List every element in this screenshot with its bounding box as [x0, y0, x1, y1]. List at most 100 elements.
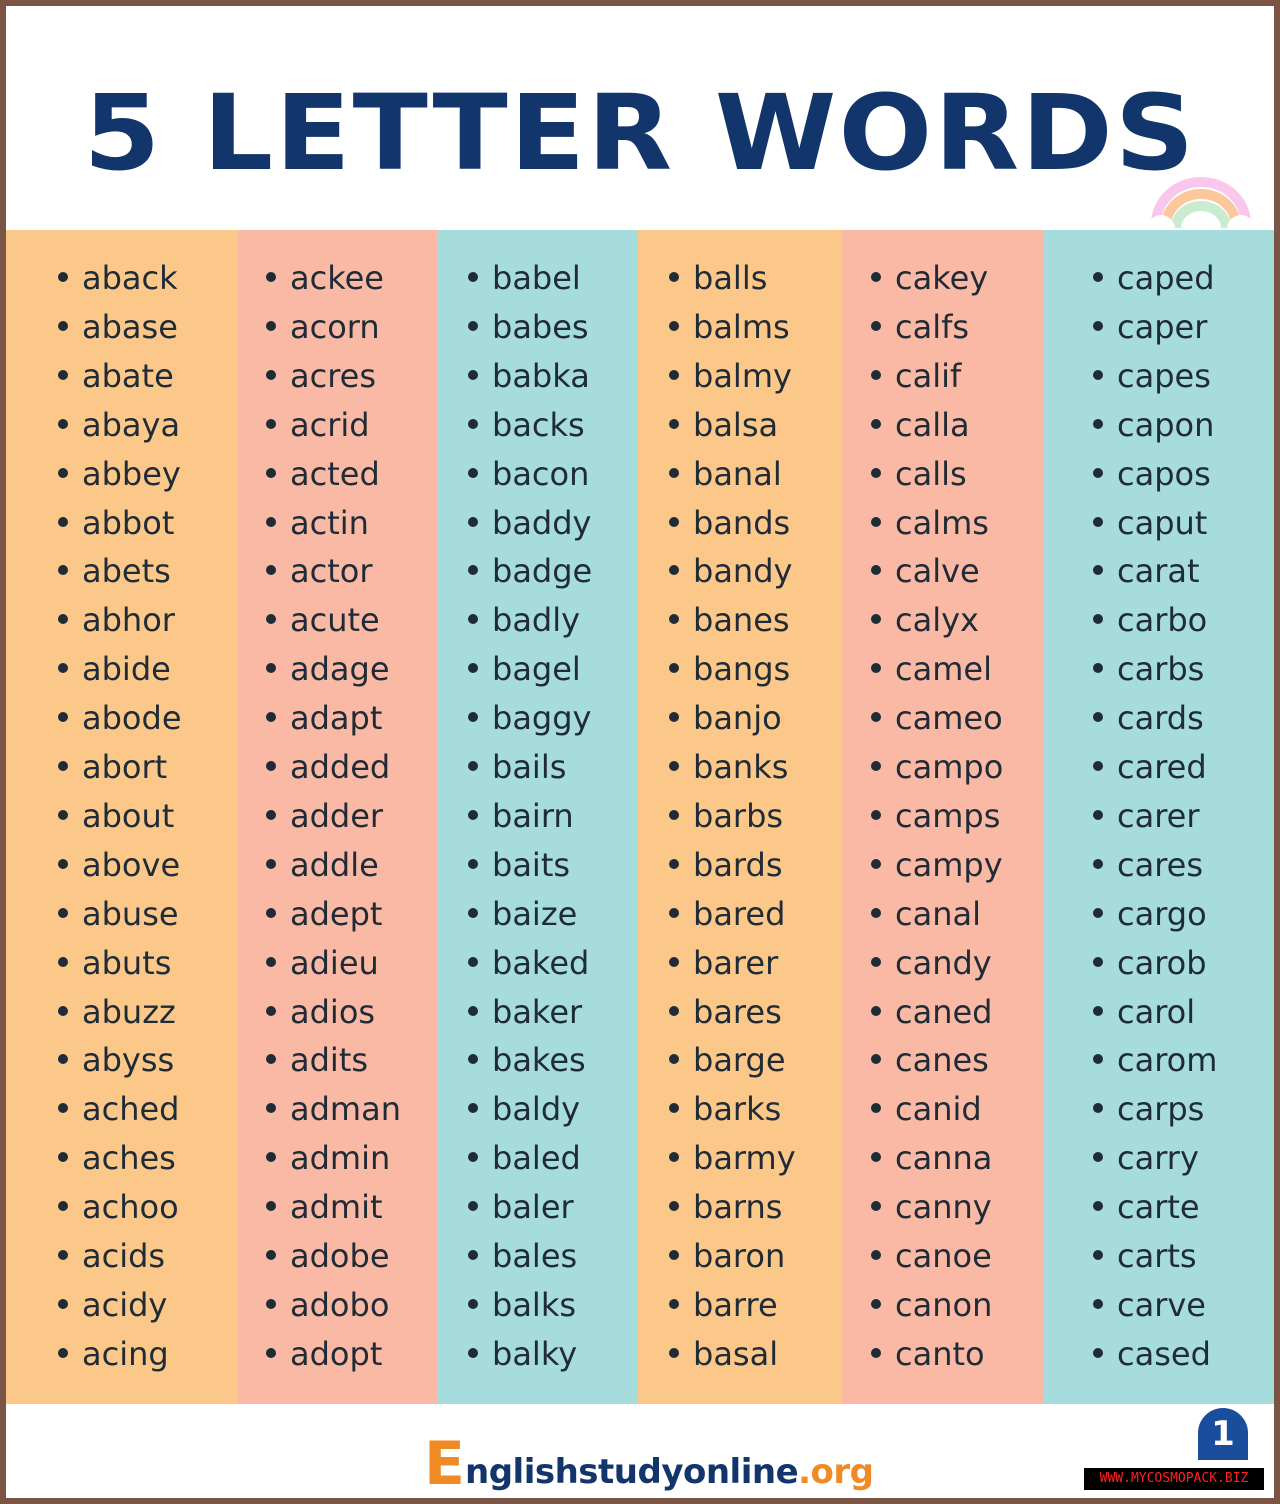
word-text: banes — [693, 601, 790, 640]
word-text: babel — [492, 259, 581, 297]
word-text: bails — [492, 748, 567, 786]
list-item: banal — [669, 454, 782, 494]
word-text: acorn — [290, 307, 380, 346]
bullet-icon — [871, 956, 881, 967]
list-item: canon — [871, 1285, 992, 1325]
list-item: caper — [1093, 307, 1207, 347]
list-item: carps — [1093, 1089, 1204, 1129]
bullet-icon — [468, 1103, 478, 1114]
word-text: bards — [693, 845, 783, 884]
list-item: about — [58, 796, 174, 836]
bullet-icon — [58, 272, 68, 282]
list-item: babes — [468, 307, 589, 347]
word-text: bared — [693, 894, 786, 933]
site-logo[interactable]: E nglishstudyonline.org — [424, 1424, 874, 1494]
bullet-icon — [669, 1298, 679, 1309]
list-item: balmy — [669, 356, 792, 396]
bullet-icon — [266, 712, 276, 723]
bullet-icon — [468, 467, 478, 478]
list-item: adits — [266, 1040, 368, 1080]
list-item: adobo — [266, 1285, 389, 1325]
word-text: acidy — [82, 1285, 168, 1324]
bullet-icon — [266, 516, 276, 527]
bullet-icon — [871, 1005, 881, 1016]
logo-tld: .org — [798, 1452, 874, 1492]
bullet-icon — [1093, 907, 1103, 918]
word-text: camps — [895, 796, 1001, 835]
word-text: canal — [895, 894, 981, 933]
list-item: baled — [468, 1138, 581, 1178]
poster: 5 LETTER WORDS aback abase abate abaya abbey… — [6, 6, 1274, 1498]
bullet-icon — [266, 761, 276, 771]
list-item: acorn — [266, 307, 380, 347]
bullet-icon — [58, 614, 68, 625]
word-text: campy — [895, 845, 1003, 884]
bullet-icon — [468, 809, 478, 820]
list-item: abets — [58, 551, 171, 591]
word-text: carer — [1117, 796, 1200, 835]
list-item: ackee — [266, 258, 384, 298]
bullet-icon — [871, 272, 881, 282]
word-text: babes — [492, 307, 589, 346]
bullet-icon — [669, 467, 679, 478]
bullet-icon — [871, 369, 881, 380]
list-item: bails — [468, 747, 566, 787]
list-item: baron — [669, 1236, 785, 1276]
bullet-icon — [669, 761, 679, 771]
list-item: carat — [1093, 551, 1200, 591]
word-text: baits — [492, 845, 571, 884]
list-item: calyx — [871, 600, 979, 640]
bullet-icon — [1093, 663, 1103, 674]
bullet-icon — [871, 1298, 881, 1309]
list-item: baize — [468, 894, 577, 934]
bullet-icon — [266, 320, 276, 331]
word-text: canoe — [895, 1237, 992, 1275]
word-text: banal — [693, 454, 782, 493]
bullet-icon — [58, 1152, 68, 1163]
word-text: achoo — [82, 1188, 179, 1227]
bullet-icon — [871, 1250, 881, 1260]
word-text: baddy — [492, 503, 592, 542]
list-item: calla — [871, 405, 970, 445]
list-item: actin — [266, 503, 369, 543]
word-text: acted — [290, 454, 380, 493]
word-text: capes — [1117, 356, 1211, 395]
word-text: abyss — [82, 1041, 175, 1080]
bullet-icon — [1093, 809, 1103, 820]
word-text: cakey — [895, 259, 989, 297]
word-text: babka — [492, 356, 590, 395]
bullet-icon — [669, 1347, 679, 1358]
word-text: calla — [895, 405, 970, 444]
word-text: adapt — [290, 699, 383, 738]
list-item: cargo — [1093, 894, 1207, 934]
word-text: carry — [1117, 1139, 1199, 1178]
bullet-icon — [1093, 956, 1103, 967]
word-text: barmy — [693, 1139, 796, 1178]
bullet-icon — [871, 712, 881, 723]
list-item: caned — [871, 992, 992, 1032]
word-text: basal — [693, 1334, 779, 1373]
list-item: canna — [871, 1138, 992, 1178]
word-text: abuts — [82, 943, 172, 982]
bullet-icon — [58, 1347, 68, 1358]
bullet-icon — [266, 418, 276, 429]
word-text: cargo — [1117, 894, 1207, 933]
bullet-icon — [468, 1054, 478, 1065]
list-item: canal — [871, 894, 981, 934]
word-text: balmy — [693, 356, 792, 395]
list-item: banes — [669, 600, 790, 640]
list-item: abuzz — [58, 992, 176, 1032]
word-text: baker — [492, 992, 583, 1031]
list-item: abaya — [58, 405, 180, 445]
word-column: babel babes babka backs bacon baddy badge badly… — [438, 230, 638, 1404]
list-item: adieu — [266, 943, 379, 983]
bullet-icon — [468, 761, 478, 771]
word-text: baggy — [492, 699, 592, 738]
word-text: abide — [82, 650, 171, 689]
bullet-icon — [266, 809, 276, 820]
list-item: acted — [266, 454, 380, 494]
bullet-icon — [58, 907, 68, 918]
word-text: barns — [693, 1188, 783, 1227]
list-item: baked — [468, 943, 589, 983]
bullet-icon — [468, 320, 478, 331]
